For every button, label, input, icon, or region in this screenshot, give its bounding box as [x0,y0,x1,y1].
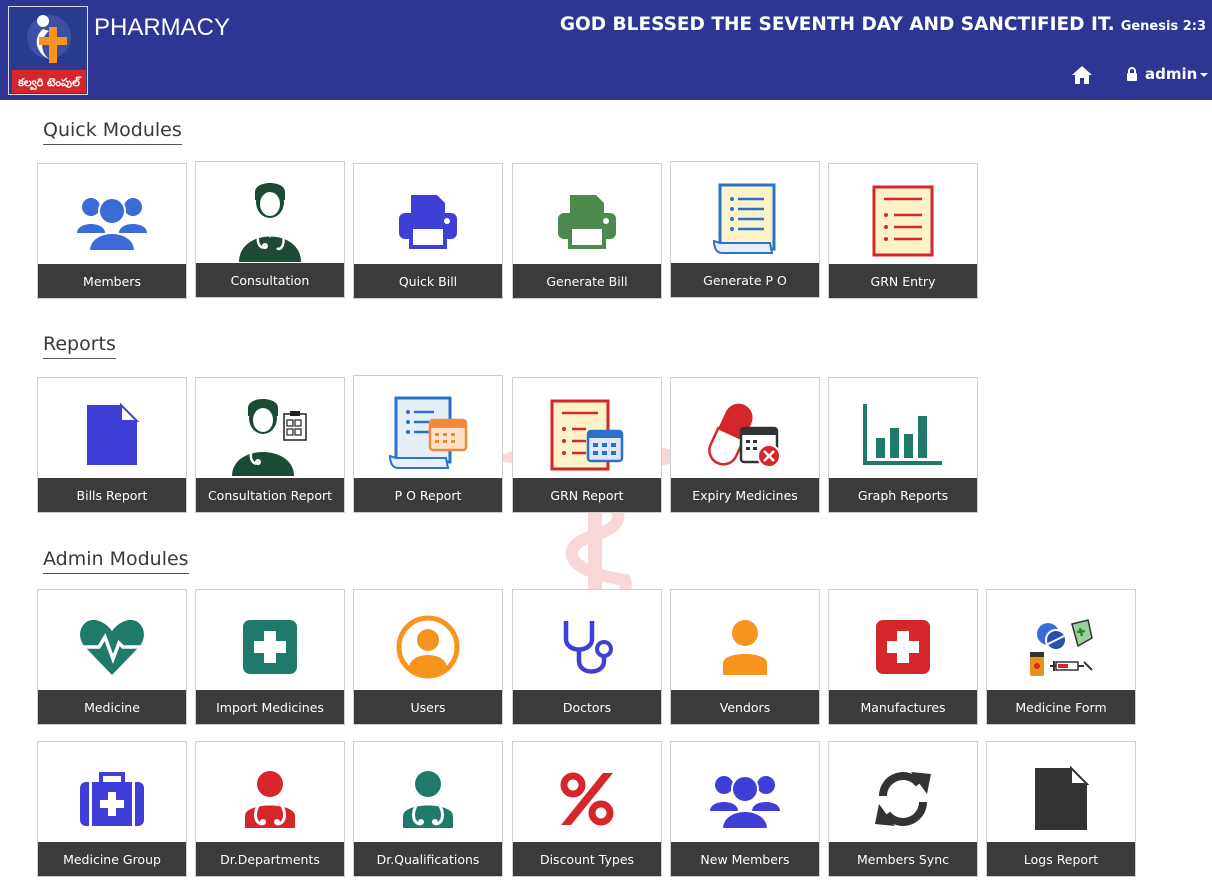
tile-label: Generate P O [671,263,819,297]
users-group-icon [710,775,780,830]
tile-discount-types[interactable]: Discount Types [512,741,662,877]
tile-label: Consultation Report [196,478,344,512]
section-title-admin-modules: Admin Modules [43,548,189,574]
tile-quick-bill[interactable]: Quick Bill [353,163,503,299]
document-list-icon [872,185,934,257]
expired-pill-icon [708,403,781,468]
tile-members-sync[interactable]: Members Sync [828,741,978,877]
tile-label: Manufactures [829,690,977,724]
tile-label: Members [38,264,186,298]
verse-text: GOD BLESSED THE SEVENTH DAY AND SANCTIFI… [559,14,1115,35]
tile-vendors[interactable]: Vendors [670,589,820,725]
tile-label: Medicine [38,690,186,724]
tile-label: GRN Entry [829,264,977,298]
tile-dr-qualifications[interactable]: Dr.Qualifications [353,741,503,877]
medical-kit-icon [80,772,144,826]
tile-members[interactable]: Members [37,163,187,299]
users-group-icon [77,197,147,252]
tile-grn-entry[interactable]: GRN Entry [828,163,978,299]
tile-po-report[interactable]: P O Report [353,375,503,513]
tile-label: P O Report [354,478,502,512]
tile-consultation-report[interactable]: Consultation Report [195,377,345,513]
printer-icon [558,195,616,249]
tile-label: Dr.Departments [196,842,344,876]
doctor-user-icon [245,771,295,828]
percent-icon [560,772,614,826]
tile-label: New Members [671,842,819,876]
top-header: కల్వరి టెంపుల్ PHARMACY GOD BLESSED THE … [0,0,1212,100]
doctor-user-icon [403,771,453,828]
home-button[interactable] [1071,64,1093,86]
tile-label: Consultation [196,263,344,297]
home-icon [1072,66,1092,84]
section-title-quick-modules: Quick Modules [43,119,182,145]
tile-consultation[interactable]: Consultation [195,161,345,298]
tile-label: Discount Types [513,842,661,876]
bar-chart-icon [863,404,942,465]
printer-icon [399,195,457,249]
user-name: admin [1145,65,1198,83]
user-menu-dropdown[interactable]: admin [1126,65,1209,83]
tile-label: Import Medicines [196,690,344,724]
sync-icon [875,772,931,826]
tile-label: Members Sync [829,842,977,876]
tile-logs-report[interactable]: Logs Report [986,741,1136,877]
doctor-clipboard-icon [232,399,307,476]
logo[interactable]: కల్వరి టెంపుల్ [8,6,88,95]
tile-expiry-medicines[interactable]: Expiry Medicines [670,377,820,513]
tile-label: Vendors [671,690,819,724]
file-icon [1035,766,1089,830]
tile-grn-report[interactable]: GRN Report [512,377,662,513]
tile-label: Doctors [513,690,661,724]
tile-dr-departments[interactable]: Dr.Departments [195,741,345,877]
plus-square-icon [243,620,297,674]
tile-medicine-form[interactable]: Medicine Form [986,589,1136,725]
tile-label: Graph Reports [829,478,977,512]
tile-bills-report[interactable]: Bills Report [37,377,187,513]
verse-banner: GOD BLESSED THE SEVENTH DAY AND SANCTIFI… [560,14,1206,35]
user-icon [723,620,767,675]
logo-icon [9,7,87,94]
file-icon [87,403,139,465]
tile-label: Medicine Form [987,690,1135,724]
tile-users[interactable]: Users [353,589,503,725]
doctor-icon [239,183,301,262]
tile-label: GRN Report [513,478,661,512]
section-title-reports: Reports [43,333,116,359]
document-calendar-icon [388,396,468,469]
tile-doctors[interactable]: Doctors [512,589,662,725]
tile-label: Users [354,690,502,724]
verse-reference: Genesis 2:3 [1120,19,1206,34]
tile-medicine-group[interactable]: Medicine Group [37,741,187,877]
tile-label: Bills Report [38,478,186,512]
tile-generate-bill[interactable]: Generate Bill [512,163,662,299]
tile-label: Quick Bill [354,264,502,298]
tile-new-members[interactable]: New Members [670,741,820,877]
medicine-forms-icon [1030,619,1093,676]
tile-label: Expiry Medicines [671,478,819,512]
tile-graph-reports[interactable]: Graph Reports [828,377,978,513]
stethoscope-icon [563,621,613,674]
tile-label: Dr.Qualifications [354,842,502,876]
document-list-icon [712,183,776,254]
lock-icon [1127,67,1137,81]
tile-label: Medicine Group [38,842,186,876]
tile-manufactures[interactable]: Manufactures [828,589,978,725]
user-circle-icon [396,615,460,679]
plus-square-icon [876,620,930,674]
tile-import-medicines[interactable]: Import Medicines [195,589,345,725]
heartbeat-icon [80,619,144,675]
chevron-down-icon [1200,73,1209,77]
tile-label: Logs Report [987,842,1135,876]
logo-text: కల్వరి టెంపుల్ [18,76,80,89]
tile-label: Generate Bill [513,264,661,298]
app-title: PHARMACY [94,14,231,41]
tile-generate-po[interactable]: Generate P O [670,161,820,298]
document-calendar-icon [550,399,624,471]
tile-medicine[interactable]: Medicine [37,589,187,725]
